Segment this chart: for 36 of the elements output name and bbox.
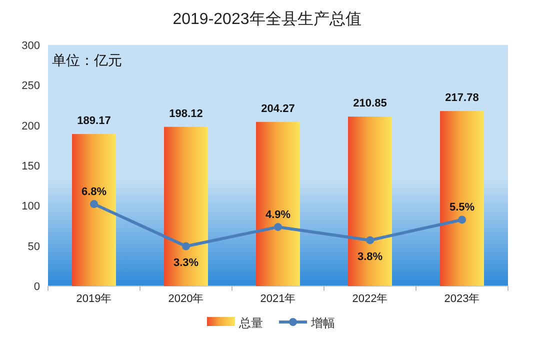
data-label: 3.3% bbox=[173, 257, 199, 270]
chart-title: 2019-2023年全县生产总值 bbox=[172, 10, 362, 28]
data-label: 4.9% bbox=[265, 208, 291, 221]
data-label: 6.8% bbox=[81, 186, 107, 198]
x-tick-label: 2023年 bbox=[444, 293, 480, 305]
y-tick-label: 50 bbox=[28, 240, 40, 253]
data-label: 210.85 bbox=[353, 98, 387, 110]
x-tick-label: 2022年 bbox=[352, 293, 388, 305]
annotation: 单位：亿元 bbox=[52, 52, 122, 68]
bar bbox=[256, 122, 300, 286]
point bbox=[366, 236, 374, 244]
legend-label: 增幅 bbox=[310, 316, 335, 330]
y-tick-label: 150 bbox=[22, 160, 40, 172]
data-label: 217.78 bbox=[445, 92, 479, 104]
data-label: 204.27 bbox=[261, 102, 295, 115]
bar bbox=[164, 126, 208, 286]
y-tick-label: 250 bbox=[22, 80, 40, 92]
point bbox=[182, 242, 190, 250]
y-tick-label: 200 bbox=[22, 120, 40, 132]
point bbox=[458, 216, 466, 224]
x-tick-label: 2019年 bbox=[76, 293, 112, 305]
point bbox=[274, 222, 282, 231]
bar bbox=[348, 116, 392, 286]
data-label: 198.12 bbox=[169, 108, 203, 120]
bar bbox=[72, 134, 116, 286]
y-tick-label: 0 bbox=[34, 281, 40, 293]
point bbox=[90, 200, 98, 208]
legend-label: 总量 bbox=[238, 316, 263, 330]
y-tick-label: 300 bbox=[22, 40, 40, 52]
y-tick-label: 100 bbox=[22, 200, 40, 213]
data-label: 189.17 bbox=[77, 115, 111, 128]
data-label: 3.8% bbox=[357, 251, 383, 264]
x-tick-label: 2020年 bbox=[168, 293, 204, 305]
x-tick-label: 2021年 bbox=[260, 293, 296, 305]
bar bbox=[440, 111, 484, 286]
data-label: 5.5% bbox=[449, 202, 475, 214]
